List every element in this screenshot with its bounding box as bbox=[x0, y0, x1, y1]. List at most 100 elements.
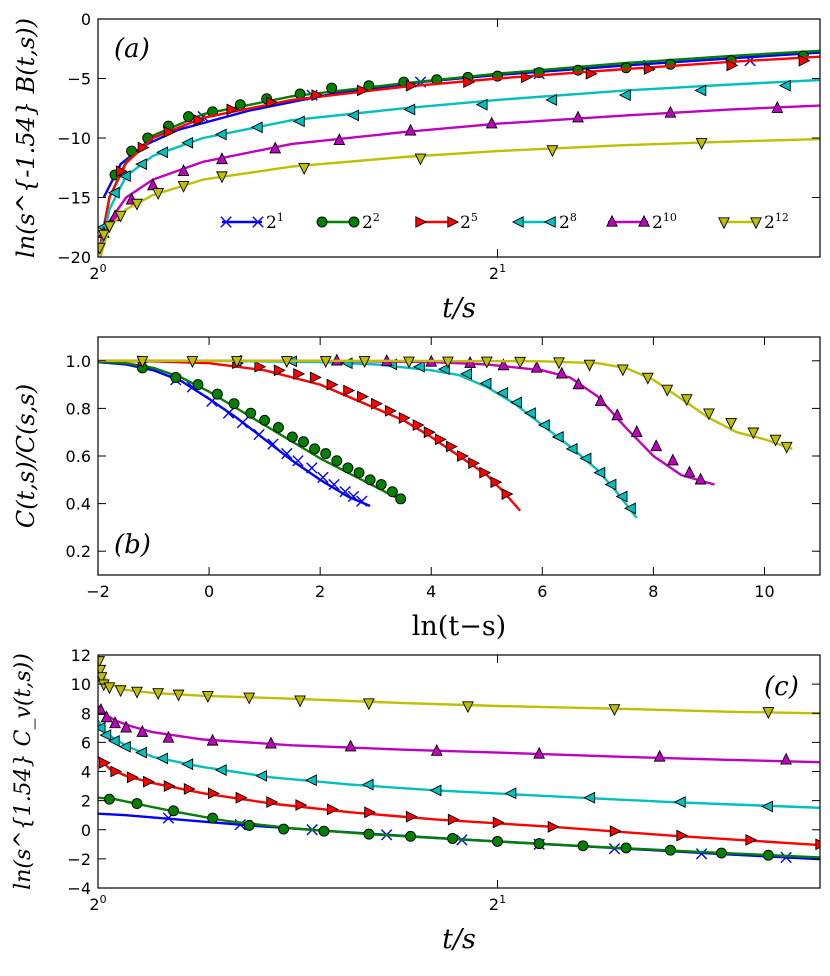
data-point-2-10 bbox=[333, 133, 346, 146]
x-tick-label: 10 bbox=[754, 582, 774, 601]
y-tick-label: −10 bbox=[57, 129, 91, 148]
data-point-2-2 bbox=[286, 431, 298, 443]
plot-c-xlabel: t/s bbox=[442, 924, 476, 955]
data-point-2-5 bbox=[207, 787, 220, 800]
data-point-2-12 bbox=[441, 356, 454, 369]
data-point-2-5 bbox=[520, 71, 533, 84]
series-line-2-10 bbox=[98, 705, 820, 764]
data-point-2-10 bbox=[430, 743, 443, 756]
data-point-2-5 bbox=[273, 364, 286, 377]
data-point-2-12 bbox=[172, 689, 185, 702]
data-point-2-12 bbox=[131, 686, 143, 699]
data-point-2-5 bbox=[676, 829, 689, 842]
data-point-2-5 bbox=[137, 141, 150, 154]
data-point-2-10 bbox=[162, 730, 175, 743]
x-tick-label: 21 bbox=[489, 893, 506, 914]
data-point-2-2 bbox=[131, 798, 143, 809]
data-point-2-1 bbox=[695, 848, 708, 860]
data-point-2-2 bbox=[716, 847, 727, 859]
data-point-2-8 bbox=[583, 791, 596, 804]
data-point-2-2 bbox=[234, 99, 246, 111]
data-point-2-2 bbox=[298, 436, 309, 448]
data-point-2-8 bbox=[403, 103, 416, 116]
data-point-2-8 bbox=[618, 89, 631, 102]
x-tick-label: 20 bbox=[89, 893, 106, 914]
data-point-2-5 bbox=[371, 397, 383, 410]
data-point-2-8 bbox=[118, 740, 131, 753]
data-point-2-10 bbox=[555, 366, 568, 379]
data-point-2-8 bbox=[181, 136, 194, 149]
legend-entry-2-10: 210 bbox=[606, 211, 677, 233]
data-point-2-2 bbox=[278, 823, 290, 835]
data-point-2-10 bbox=[147, 178, 159, 191]
data-point-2-5 bbox=[235, 791, 248, 804]
data-point-2-12 bbox=[762, 707, 775, 720]
data-point-2-12 bbox=[769, 434, 782, 447]
data-point-2-2 bbox=[375, 479, 387, 491]
data-point-2-8 bbox=[412, 360, 425, 373]
series-line-2-10 bbox=[99, 104, 820, 257]
plot-a-series bbox=[98, 49, 820, 257]
y-tick-label: 0 bbox=[81, 821, 91, 840]
data-point-2-10 bbox=[572, 377, 585, 390]
legend-entry-2-1: 21 bbox=[220, 211, 284, 233]
plot-b-xlabel: ln(t−s) bbox=[412, 611, 506, 642]
data-point-2-5 bbox=[412, 419, 425, 431]
data-point-2-10 bbox=[771, 101, 784, 113]
data-point-2-8 bbox=[304, 774, 317, 787]
data-point-2-12 bbox=[230, 356, 243, 369]
data-point-2-8 bbox=[118, 170, 131, 183]
data-point-2-8 bbox=[214, 764, 227, 776]
plot-c-area bbox=[98, 655, 820, 864]
data-point-2-10 bbox=[265, 736, 277, 749]
data-point-2-8 bbox=[551, 431, 564, 443]
series-line-2-2 bbox=[98, 796, 820, 859]
data-point-2-1 bbox=[317, 471, 329, 484]
data-point-2-2 bbox=[211, 388, 223, 400]
data-point-2-8 bbox=[255, 769, 268, 782]
data-point-2-12 bbox=[98, 229, 110, 242]
data-point-2-8 bbox=[623, 502, 636, 515]
data-point-2-12 bbox=[641, 372, 654, 385]
data-point-2-12 bbox=[725, 418, 738, 430]
data-point-2-5 bbox=[356, 84, 369, 97]
x-tick-label: 21 bbox=[489, 262, 506, 283]
legend-entry-2-12: 212 bbox=[718, 211, 789, 233]
data-point-2-8 bbox=[479, 377, 492, 390]
data-point-2-8 bbox=[181, 758, 194, 771]
data-point-2-8 bbox=[347, 109, 359, 122]
data-point-2-2 bbox=[664, 844, 676, 856]
data-point-2-1 bbox=[222, 407, 235, 419]
data-point-2-12 bbox=[243, 692, 256, 705]
y-tick-label: −4 bbox=[67, 879, 91, 898]
data-point-2-10 bbox=[653, 749, 666, 762]
data-point-2-8 bbox=[496, 387, 509, 399]
data-point-2-8 bbox=[98, 721, 106, 734]
data-point-2-2 bbox=[363, 828, 375, 840]
data-point-2-10 bbox=[611, 408, 624, 421]
data-point-2-5 bbox=[468, 457, 481, 470]
legend-label: 21 bbox=[266, 211, 284, 233]
data-point-2-5 bbox=[644, 63, 656, 75]
x-tick-label: 0 bbox=[204, 582, 214, 601]
data-point-2-12 bbox=[616, 364, 629, 377]
plot-a-area bbox=[98, 49, 820, 257]
data-point-2-2 bbox=[228, 398, 240, 410]
data-point-2-5 bbox=[585, 67, 598, 80]
panel-c-tag: (c) bbox=[764, 672, 799, 702]
y-tick-label: 8 bbox=[81, 704, 91, 723]
data-point-2-8 bbox=[604, 478, 617, 491]
series-line-2-2 bbox=[98, 360, 405, 503]
data-point-2-8 bbox=[107, 734, 120, 747]
y-tick-label: 0 bbox=[81, 10, 91, 29]
y-tick-label: −20 bbox=[57, 248, 91, 267]
data-point-2-2 bbox=[395, 493, 407, 505]
data-point-2-2 bbox=[320, 448, 332, 460]
data-point-2-12 bbox=[553, 357, 565, 370]
series-line-2-12 bbox=[98, 655, 820, 715]
data-point-2-12 bbox=[661, 384, 674, 397]
data-point-2-2 bbox=[342, 462, 354, 474]
data-point-2-12 bbox=[280, 356, 293, 369]
data-point-2-1 bbox=[339, 486, 351, 498]
data-point-2-12 bbox=[98, 242, 106, 255]
